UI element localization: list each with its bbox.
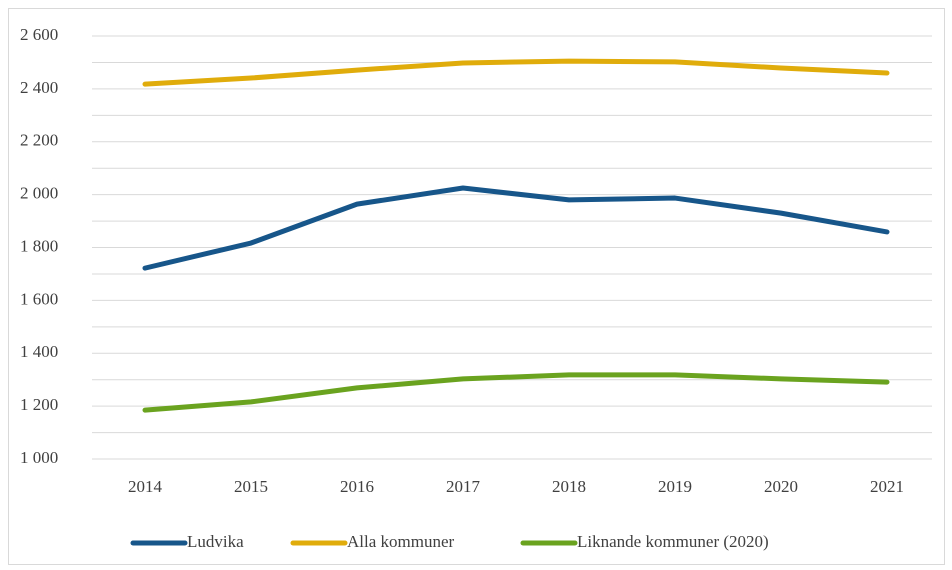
x-tick-label: 2017 (446, 477, 481, 496)
y-tick-label: 1 200 (20, 395, 58, 414)
series-line (142, 185, 890, 271)
chart-border (8, 8, 945, 565)
x-tick-label: 2021 (870, 477, 904, 496)
y-tick-label: 2 000 (20, 184, 58, 203)
y-tick-label: 1 800 (20, 236, 58, 255)
x-tick-label: 2020 (764, 477, 798, 496)
y-tick-label: 2 400 (20, 78, 58, 97)
x-tick-label: 2016 (340, 477, 374, 496)
legend-label: Liknande kommuner (2020) (577, 532, 769, 551)
y-tick-label: 2 600 (20, 25, 58, 44)
x-tick-label: 2014 (128, 477, 163, 496)
y-tick-label: 1 600 (20, 289, 58, 308)
series-line (142, 372, 890, 413)
legend-label: Alla kommuner (347, 532, 455, 551)
y-tick-label: 1 000 (20, 448, 58, 467)
legend-label: Ludvika (187, 532, 244, 551)
y-tick-label: 1 400 (20, 342, 58, 361)
x-tick-label: 2018 (552, 477, 586, 496)
x-tick-label: 2015 (234, 477, 268, 496)
series-line (142, 58, 890, 87)
x-tick-label: 2019 (658, 477, 692, 496)
y-tick-label: 2 200 (20, 131, 58, 150)
